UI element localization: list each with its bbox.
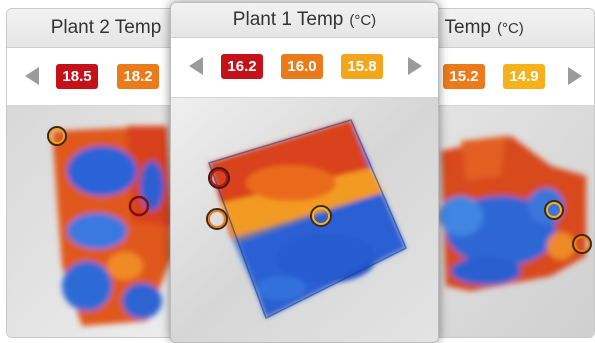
temp-chip-warm[interactable]: 15.2 bbox=[443, 64, 485, 89]
thermal-image bbox=[171, 98, 438, 342]
temperature-selector: 16.2 16.0 15.8 bbox=[171, 38, 438, 98]
card-title-unit: (°C) bbox=[496, 19, 524, 37]
card-title-label: Plant 1 Temp bbox=[232, 9, 344, 30]
temp-chip-mild[interactable]: 15.8 bbox=[341, 54, 383, 79]
card-title-unit: (°C) bbox=[349, 11, 377, 29]
temp-chip-warm[interactable]: 16.0 bbox=[281, 54, 323, 79]
sensor-marker-icon bbox=[128, 195, 150, 217]
temp-chip-cool[interactable]: 14.9 bbox=[503, 64, 545, 89]
chevron-right-icon[interactable] bbox=[408, 57, 422, 75]
chevron-left-icon[interactable] bbox=[189, 57, 203, 75]
temp-chip-hot[interactable]: 16.2 bbox=[221, 54, 263, 79]
temp-chip-warm[interactable]: 18.2 bbox=[117, 64, 159, 89]
card-title-label: Plant 2 Temp bbox=[50, 17, 162, 38]
chevron-right-icon[interactable] bbox=[568, 67, 582, 85]
plant-1-card[interactable]: Plant 1 Temp (°C) 16.2 16.0 15.8 bbox=[170, 2, 439, 343]
chevron-left-icon[interactable] bbox=[25, 67, 39, 85]
card-title-label: 3 Temp bbox=[429, 17, 491, 38]
temp-chip-hot[interactable]: 18.5 bbox=[56, 64, 98, 89]
card-title: Plant 1 Temp (°C) bbox=[171, 3, 438, 38]
